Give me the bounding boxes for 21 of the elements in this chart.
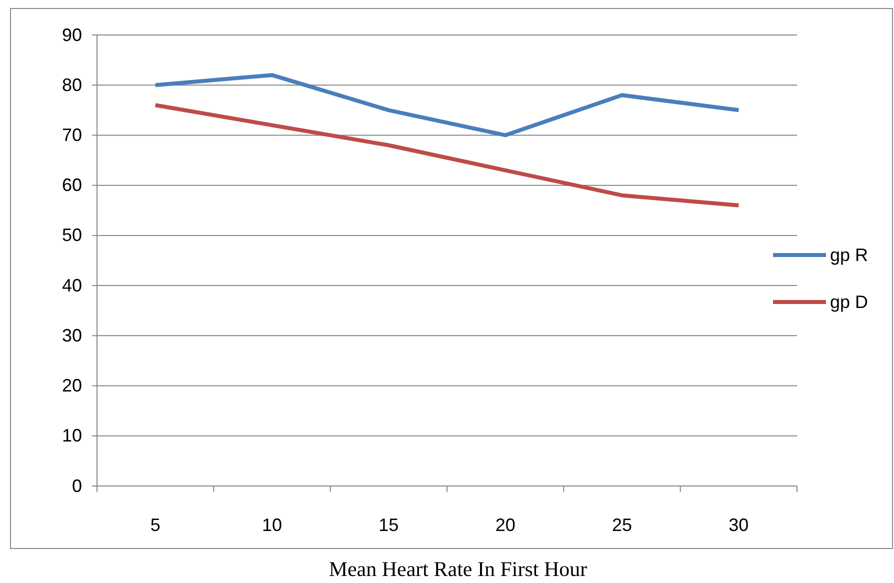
y-tick-label: 20 <box>62 376 82 396</box>
x-tick-label: 5 <box>150 514 160 535</box>
x-tick-label: 10 <box>262 514 282 535</box>
y-tick-label: 80 <box>62 74 82 95</box>
y-tick-label: 40 <box>62 275 82 296</box>
x-tick-label: 25 <box>612 514 632 535</box>
y-tick-label: 50 <box>62 225 82 246</box>
legend-label: gp D <box>830 292 868 312</box>
line-series <box>153 103 741 208</box>
x-tick-label: 30 <box>728 514 749 535</box>
line-series <box>153 73 741 138</box>
x-tick-label: 20 <box>495 514 516 535</box>
y-tick-label: 90 <box>62 24 82 45</box>
y-tick-label: 70 <box>62 124 82 145</box>
y-tick-label: 60 <box>62 175 82 196</box>
y-tick-label: 10 <box>62 426 82 446</box>
y-tick-label: 0 <box>72 476 82 496</box>
legend-label: gp R <box>830 245 868 265</box>
x-tick-label: 15 <box>378 514 399 535</box>
y-tick-label: 30 <box>62 325 82 346</box>
x-axis-title: Mean Heart Rate In First Hour <box>328 557 588 581</box>
